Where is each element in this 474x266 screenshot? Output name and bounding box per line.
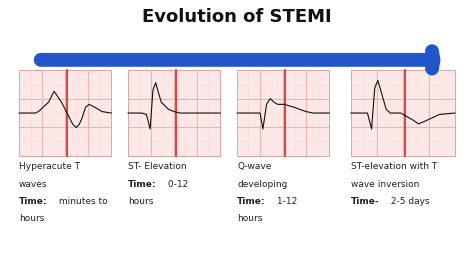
Text: Q-wave: Q-wave xyxy=(237,162,272,171)
Bar xyxy=(19,70,111,156)
Text: developing: developing xyxy=(237,180,287,189)
Bar xyxy=(237,70,329,156)
Text: 1-12: 1-12 xyxy=(274,197,297,206)
Text: ST- Elevation: ST- Elevation xyxy=(128,162,187,171)
Text: Evolution of STEMI: Evolution of STEMI xyxy=(142,8,332,26)
Text: ST-elevation with T: ST-elevation with T xyxy=(351,162,437,171)
Bar xyxy=(128,70,220,156)
Text: 2-5 days: 2-5 days xyxy=(388,197,429,206)
Text: hours: hours xyxy=(128,197,154,206)
Text: wave inversion: wave inversion xyxy=(351,180,419,189)
Text: Time:: Time: xyxy=(237,197,265,206)
Text: Time-: Time- xyxy=(351,197,379,206)
Text: hours: hours xyxy=(19,214,45,223)
Text: minutes to: minutes to xyxy=(56,197,107,206)
Text: waves: waves xyxy=(19,180,47,189)
Text: hours: hours xyxy=(237,214,263,223)
Text: 0-12: 0-12 xyxy=(165,180,188,189)
Bar xyxy=(351,70,455,156)
Text: Time:: Time: xyxy=(19,197,47,206)
Text: Hyperacute T: Hyperacute T xyxy=(19,162,80,171)
Text: Time:: Time: xyxy=(128,180,156,189)
